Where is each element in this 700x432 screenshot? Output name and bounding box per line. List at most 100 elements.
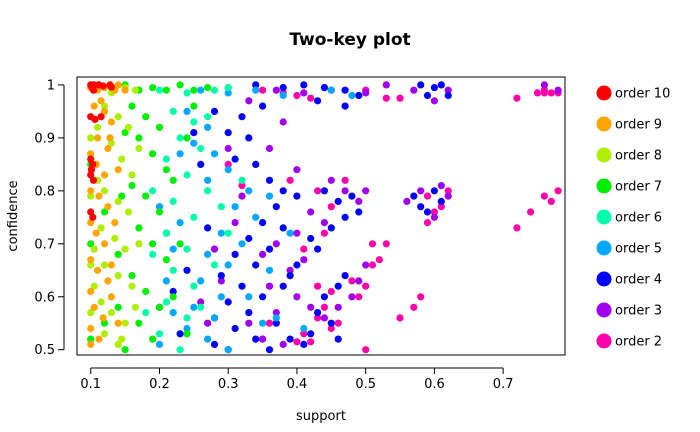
legend-swatch [596, 85, 612, 101]
point-order-7 [128, 182, 136, 190]
point-order-2 [314, 314, 322, 322]
point-order-3 [279, 340, 287, 348]
point-order-10 [91, 115, 99, 123]
point-order-5 [169, 245, 177, 253]
point-order-3 [348, 293, 356, 301]
point-order-10 [89, 213, 97, 221]
point-order-7 [149, 84, 157, 92]
point-order-4 [265, 176, 274, 184]
point-order-4 [259, 219, 267, 227]
point-order-2 [437, 203, 445, 211]
point-order-8 [118, 155, 126, 163]
point-order-2 [224, 160, 232, 168]
point-order-3 [410, 86, 418, 94]
legend-label: order 7 [615, 180, 662, 195]
point-order-8 [128, 282, 136, 290]
point-order-8 [124, 123, 133, 131]
point-order-4 [238, 282, 246, 290]
point-order-3 [554, 86, 562, 94]
point-order-8 [87, 261, 95, 269]
point-order-3 [437, 182, 445, 190]
point-order-8 [111, 234, 119, 243]
point-order-4 [410, 192, 418, 200]
point-order-10 [107, 83, 115, 91]
point-order-5 [217, 229, 225, 237]
point-order-9 [100, 107, 109, 115]
point-order-4 [259, 293, 267, 301]
point-order-4 [320, 293, 328, 301]
point-order-4 [334, 197, 342, 205]
point-order-2 [547, 89, 555, 97]
point-order-6 [169, 197, 177, 205]
point-order-2 [533, 89, 542, 97]
point-order-6 [162, 155, 170, 163]
point-order-2 [444, 187, 452, 195]
legend-swatch [596, 240, 612, 256]
point-order-8 [135, 144, 143, 153]
x-tick-label: 0.3 [218, 377, 239, 392]
point-order-4 [252, 261, 260, 269]
point-order-8 [100, 261, 109, 269]
point-order-8 [87, 192, 95, 200]
point-order-7 [149, 240, 157, 248]
point-order-2 [396, 94, 404, 102]
point-order-5 [190, 139, 198, 147]
point-order-9 [99, 314, 107, 322]
point-order-3 [320, 219, 328, 227]
point-order-4 [348, 192, 356, 200]
point-order-3 [231, 219, 239, 227]
point-order-9 [111, 219, 119, 227]
point-order-8 [100, 330, 109, 338]
point-order-7 [204, 84, 212, 92]
point-order-5 [197, 277, 205, 285]
point-order-4 [341, 86, 349, 94]
y-axis: 0.5 0.6 0.7 0.8 0.9 1 [34, 78, 65, 358]
point-order-2 [382, 240, 390, 248]
point-order-7 [114, 250, 122, 258]
point-order-3 [362, 261, 370, 269]
point-order-4 [259, 102, 267, 110]
point-order-6 [190, 282, 198, 290]
point-order-2 [293, 91, 301, 100]
point-order-5 [183, 107, 191, 115]
point-order-5 [204, 335, 212, 343]
x-tick-label: 0.2 [149, 377, 170, 392]
chart-title: Two-key plot [289, 30, 410, 50]
point-order-6 [169, 107, 177, 115]
point-order-4 [210, 340, 219, 348]
point-order-7 [190, 102, 198, 110]
point-order-8 [118, 335, 126, 343]
point-order-6 [190, 118, 198, 126]
point-order-2 [238, 182, 246, 190]
point-order-5 [265, 266, 274, 274]
point-order-6 [155, 330, 164, 338]
point-order-5 [245, 187, 253, 195]
point-order-9 [95, 192, 103, 200]
point-order-8 [107, 309, 115, 317]
point-order-4 [334, 282, 342, 290]
point-order-3 [197, 298, 205, 306]
point-order-5 [224, 261, 232, 269]
point-order-2 [307, 338, 315, 346]
point-order-2 [355, 293, 363, 301]
point-order-9 [107, 118, 115, 126]
point-order-2 [265, 319, 274, 327]
point-order-9 [90, 102, 98, 110]
point-order-8 [90, 282, 98, 290]
point-order-5 [224, 166, 232, 174]
point-order-7 [135, 134, 143, 142]
point-order-4 [231, 324, 239, 333]
point-order-4 [314, 97, 322, 105]
point-order-8 [100, 102, 109, 110]
point-order-7 [176, 81, 184, 89]
legend-label: order 10 [615, 87, 670, 102]
point-order-5 [300, 324, 308, 333]
point-order-7 [100, 208, 109, 216]
point-order-4 [183, 266, 191, 274]
x-tick-label: 0.4 [287, 377, 308, 392]
point-order-6 [197, 303, 205, 311]
y-tick-label: 0.5 [34, 343, 55, 358]
point-order-3 [210, 245, 219, 253]
legend-label: order 9 [615, 118, 662, 133]
point-order-9 [87, 187, 95, 195]
